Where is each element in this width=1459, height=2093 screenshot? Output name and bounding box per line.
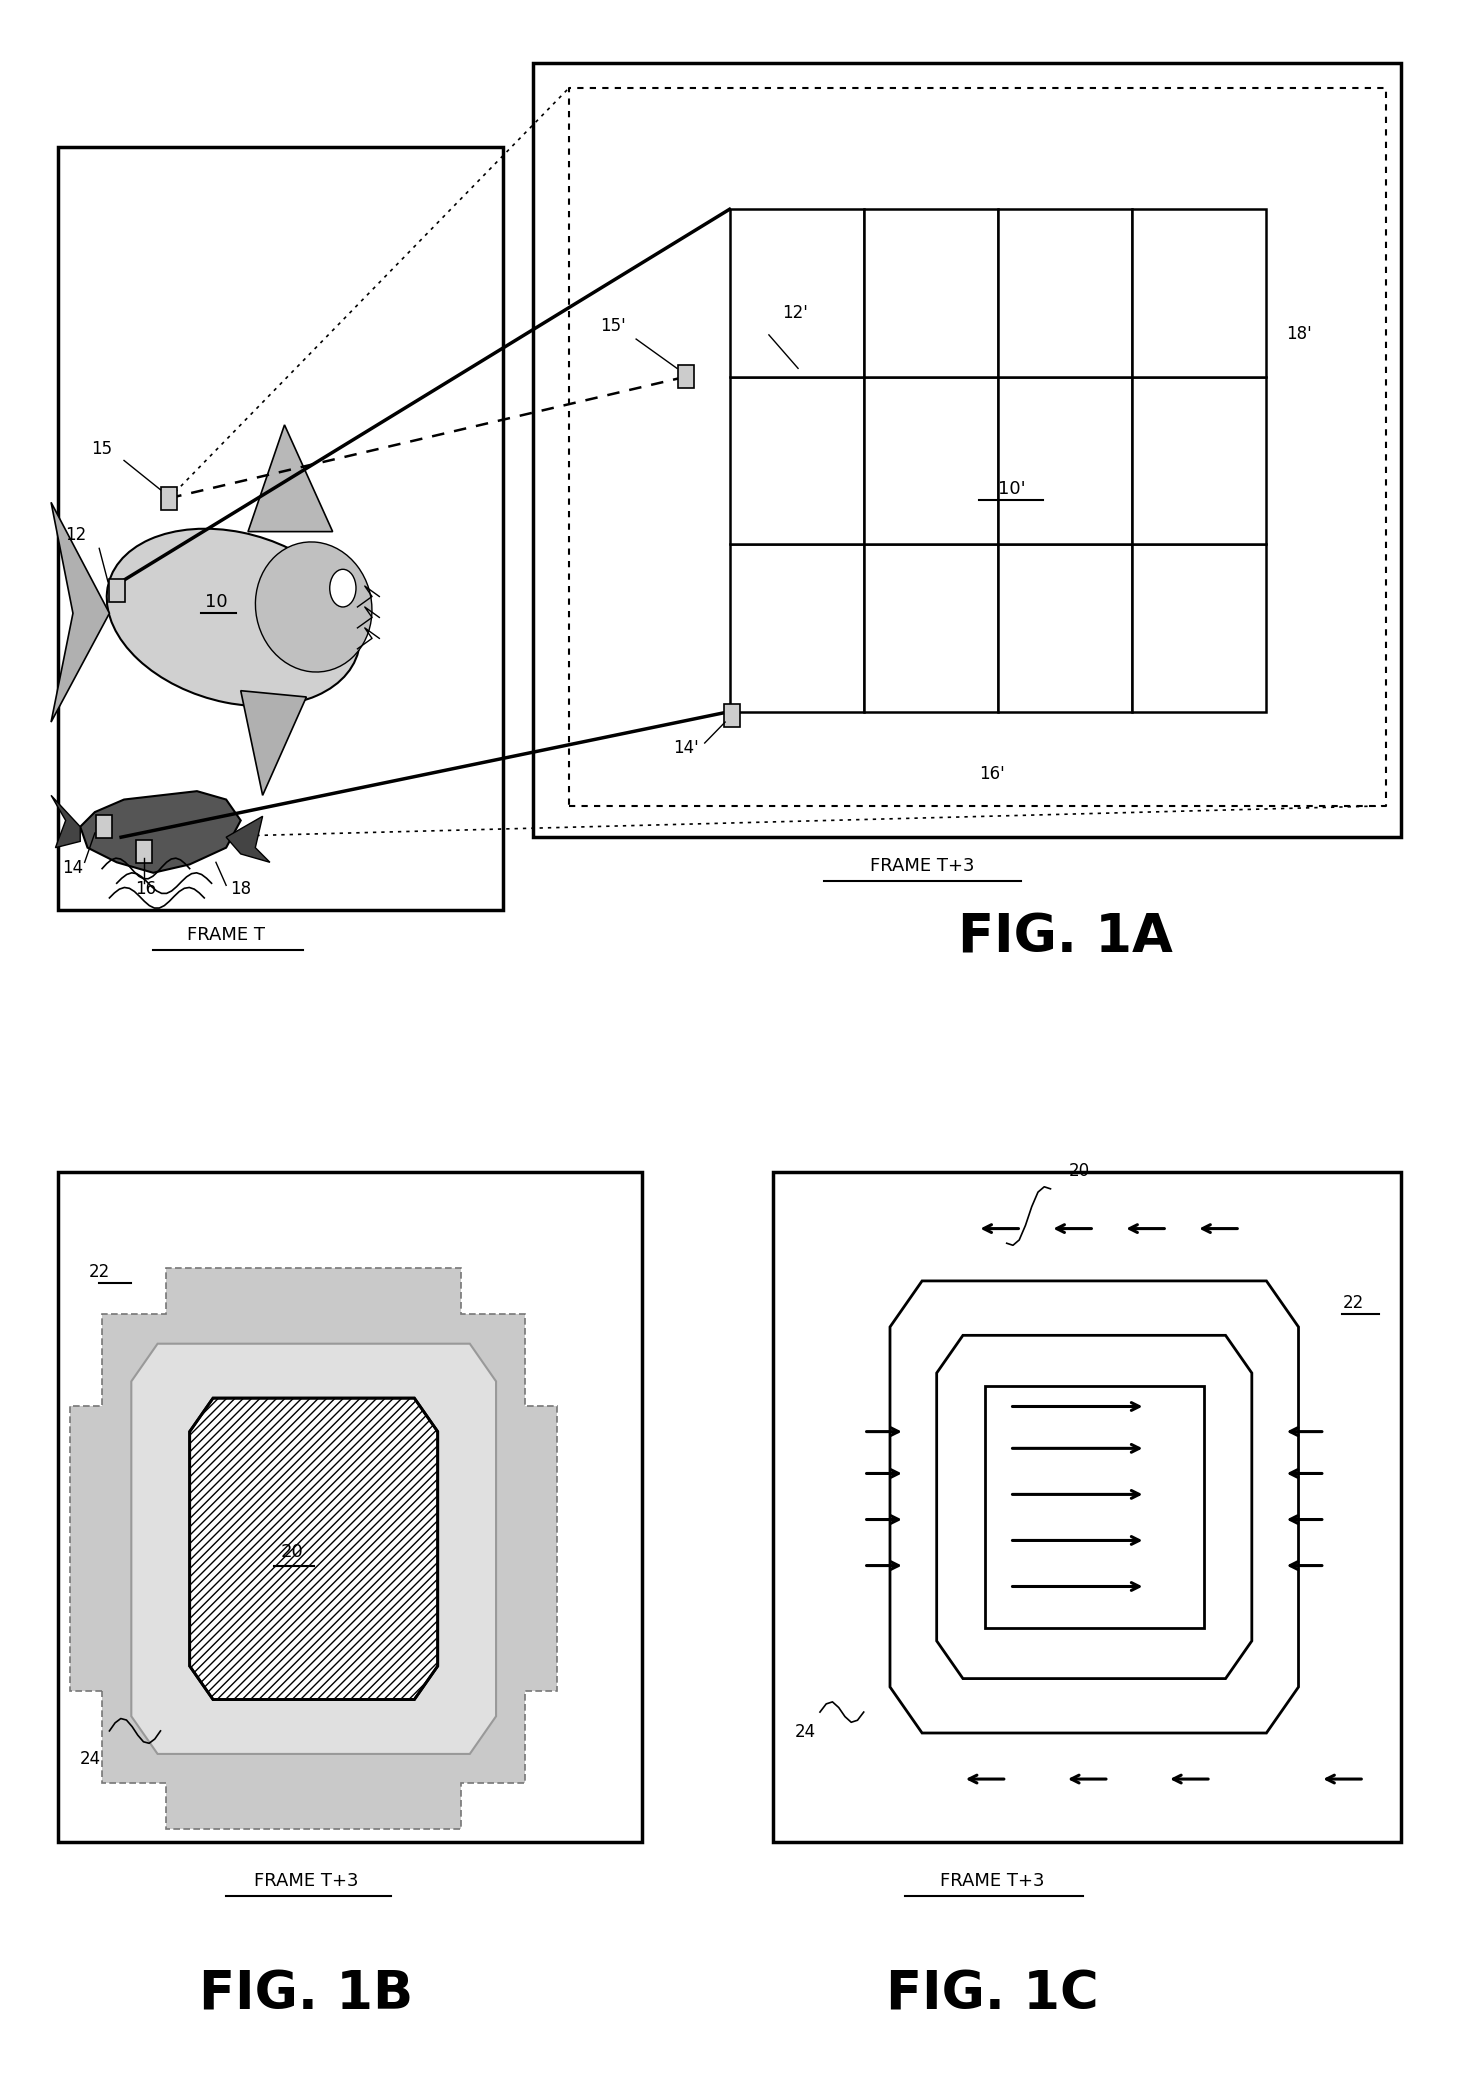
Bar [162,488,178,509]
Bar [998,544,1132,712]
Bar [1132,209,1266,377]
Bar [725,703,741,728]
Bar [677,366,694,389]
Polygon shape [226,816,270,862]
Bar [108,580,124,603]
Bar [533,63,1401,837]
Bar [137,841,153,862]
Text: FRAME T+3: FRAME T+3 [254,1871,359,1890]
Bar [864,377,998,544]
Text: FIG. 1C: FIG. 1C [886,1967,1099,2020]
Polygon shape [131,1344,496,1754]
Bar [998,209,1132,377]
Polygon shape [190,1398,438,1700]
Text: FIG. 1B: FIG. 1B [200,1967,413,2020]
Text: 16: 16 [136,879,156,898]
Text: 12': 12' [782,303,808,322]
Bar [58,1172,642,1842]
Text: FIG. 1A: FIG. 1A [957,910,1173,963]
Bar [998,377,1132,544]
Bar [985,1386,1204,1628]
Polygon shape [937,1335,1252,1679]
Polygon shape [248,425,333,532]
Bar [730,377,864,544]
Bar [1132,377,1266,544]
Polygon shape [51,795,80,848]
Text: 14': 14' [673,739,699,758]
Circle shape [330,569,356,607]
Text: FRAME T+3: FRAME T+3 [870,856,975,875]
Text: 10': 10' [998,479,1026,498]
Bar [1132,544,1266,712]
Polygon shape [241,691,306,795]
Text: 24: 24 [795,1723,816,1741]
Text: 22: 22 [89,1262,109,1281]
Text: 15: 15 [92,440,112,458]
Text: 15': 15' [600,316,626,335]
Polygon shape [70,1268,557,1829]
Text: 14: 14 [63,858,83,877]
Polygon shape [80,791,241,873]
Bar [58,147,503,910]
Text: 22: 22 [1342,1293,1364,1312]
Text: FRAME T: FRAME T [187,925,266,944]
Ellipse shape [255,542,372,672]
Text: 10: 10 [204,592,228,611]
Text: 16': 16' [979,764,1005,783]
Polygon shape [51,502,109,722]
Text: 12: 12 [66,525,86,544]
Polygon shape [890,1281,1299,1733]
Bar [730,209,864,377]
Text: 18': 18' [1285,324,1312,343]
Ellipse shape [107,530,360,705]
Bar [864,209,998,377]
Bar [773,1172,1401,1842]
Bar [730,544,864,712]
Text: 18: 18 [231,879,251,898]
Bar [864,544,998,712]
Text: FRAME T+3: FRAME T+3 [940,1871,1045,1890]
Text: 20: 20 [280,1543,303,1561]
Bar [95,816,111,837]
Text: 20: 20 [1069,1162,1090,1180]
Text: 24: 24 [80,1750,101,1769]
